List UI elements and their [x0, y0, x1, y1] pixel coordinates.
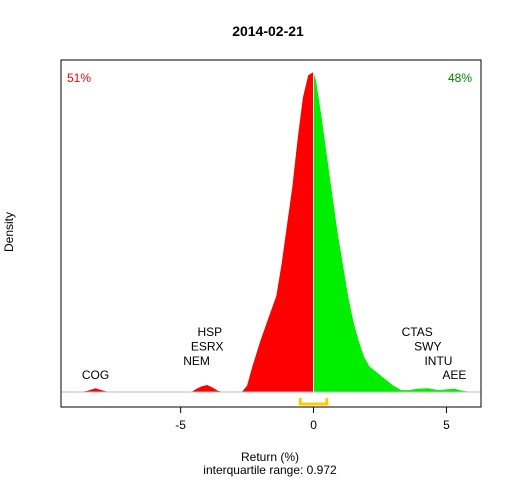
x-axis-label: Return (%) [241, 450, 299, 464]
ticker-label: INTU [424, 354, 452, 368]
x-tick-label: -5 [175, 418, 186, 432]
x-axis: -5 0 5 [175, 407, 450, 432]
ticker-label: ESRX [191, 339, 224, 353]
negative-share-label: 51% [67, 71, 91, 85]
x-tick-label: 5 [443, 418, 450, 432]
positive-density-area [313, 72, 481, 392]
x-tick-label: 0 [310, 418, 317, 432]
y-axis-label: Density [2, 212, 16, 252]
ticker-label: HSP [198, 325, 223, 339]
ticker-label: CTAS [402, 325, 433, 339]
iqr-label: interquartile range: 0.972 [203, 463, 337, 477]
ticker-label: COG [82, 368, 109, 382]
ticker-label: AEE [442, 368, 466, 382]
plot-frame [60, 59, 482, 408]
positive-share-label: 48% [448, 71, 472, 85]
ticker-label: SWY [414, 339, 441, 353]
ticker-label: NEM [183, 354, 210, 368]
chart-title: 2014-02-21 [232, 23, 304, 39]
iqr-bracket [298, 398, 329, 406]
negative-density-area [61, 72, 314, 392]
